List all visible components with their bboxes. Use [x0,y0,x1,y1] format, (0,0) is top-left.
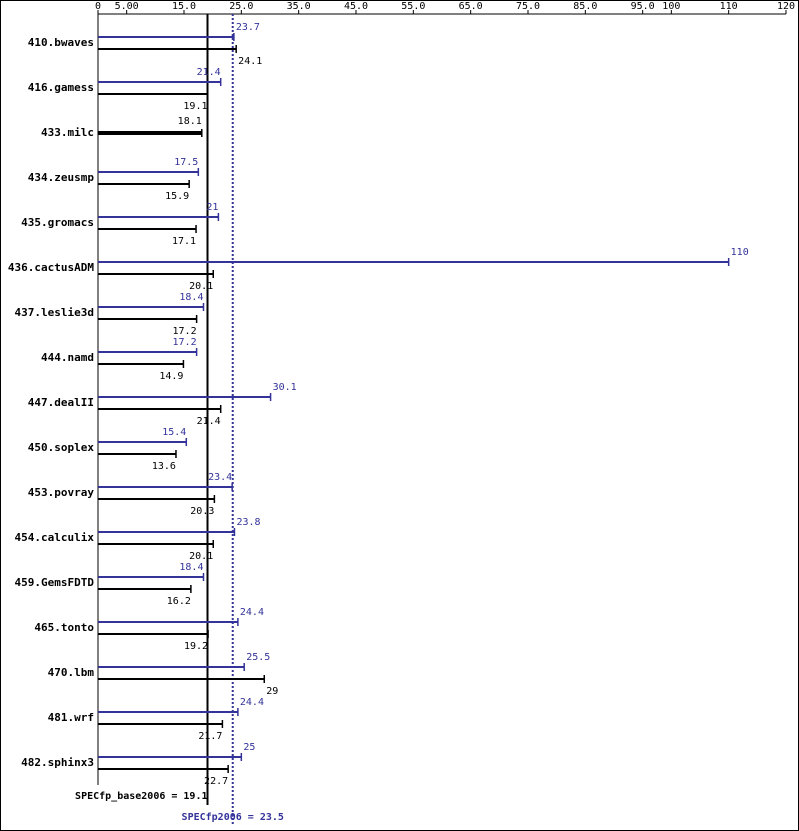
benchmark-label: 447.dealII [28,396,94,409]
benchmark-label: 465.tonto [34,621,94,634]
x-tick-label: 65.0 [459,1,483,12]
reference-label: SPECfp2006 = 23.5 [182,812,284,823]
benchmark-label: 482.sphinx3 [21,756,94,769]
value-label: 14.9 [159,371,183,382]
value-label: 23.8 [236,517,260,528]
benchmark-label: 435.gromacs [21,216,94,229]
value-label: 17.2 [173,337,197,348]
value-label: 23.4 [208,472,232,483]
x-tick-label: 55.0 [401,1,425,12]
value-label: 25 [243,742,255,753]
x-tick-label: 120 [777,1,795,12]
value-label: 17.1 [172,236,196,247]
value-label: 19.1 [183,101,207,112]
value-label: 110 [731,247,749,258]
x-tick-label: 5.00 [115,1,139,12]
value-label: 24.1 [238,56,262,67]
value-label: 21.4 [197,416,221,427]
benchmark-label: 434.zeusmp [28,171,95,184]
benchmark-label: 433.milc [41,126,94,139]
x-tick-label: 95.0 [631,1,655,12]
benchmark-label: 436.cactusADM [8,261,94,274]
x-tick-label: 45.0 [344,1,368,12]
x-tick-label: 25.0 [229,1,253,12]
x-tick-label: 85.0 [573,1,597,12]
reference-label: SPECfp_base2006 = 19.1 [75,791,207,802]
value-label: 25.5 [246,652,270,663]
benchmark-label: 416.gamess [28,81,94,94]
value-label: 24.4 [240,607,264,618]
value-label: 20.3 [190,506,214,517]
x-tick-label: 110 [720,1,738,12]
benchmark-label: 454.calculix [15,531,95,544]
value-label: 16.2 [167,596,191,607]
x-tick-label: 75.0 [516,1,540,12]
value-label: 17.2 [173,326,197,337]
value-label: 20.1 [189,551,213,562]
benchmark-label: 470.lbm [48,666,95,679]
value-label: 13.6 [152,461,176,472]
benchmark-label: 444.namd [41,351,94,364]
value-label: 15.9 [165,191,189,202]
x-tick-label: 100 [662,1,680,12]
x-tick-label: 15.0 [172,1,196,12]
benchmark-label: 453.povray [28,486,95,499]
value-label: 21.4 [197,67,221,78]
value-label: 30.1 [273,382,297,393]
benchmark-label: 410.bwaves [28,36,94,49]
value-label: 29 [266,686,278,697]
benchmark-label: 459.GemsFDTD [15,576,95,589]
benchmark-label: 437.leslie3d [15,306,94,319]
value-label: 21 [206,202,218,213]
benchmark-label: 481.wrf [48,711,94,724]
value-label: 19.2 [184,641,208,652]
value-label: 18.4 [179,292,203,303]
benchmark-label: 450.soplex [28,441,95,454]
value-label: 18.1 [178,116,202,127]
value-label: 15.4 [162,427,186,438]
value-label: 22.7 [204,776,228,787]
value-label: 18.4 [179,562,203,573]
value-label: 20.1 [189,281,213,292]
value-label: 21.7 [198,731,222,742]
value-label: 23.7 [236,22,260,33]
x-tick-label: 0 [95,1,101,12]
value-label: 24.4 [240,697,264,708]
x-tick-label: 35.0 [287,1,311,12]
value-label: 17.5 [174,157,198,168]
